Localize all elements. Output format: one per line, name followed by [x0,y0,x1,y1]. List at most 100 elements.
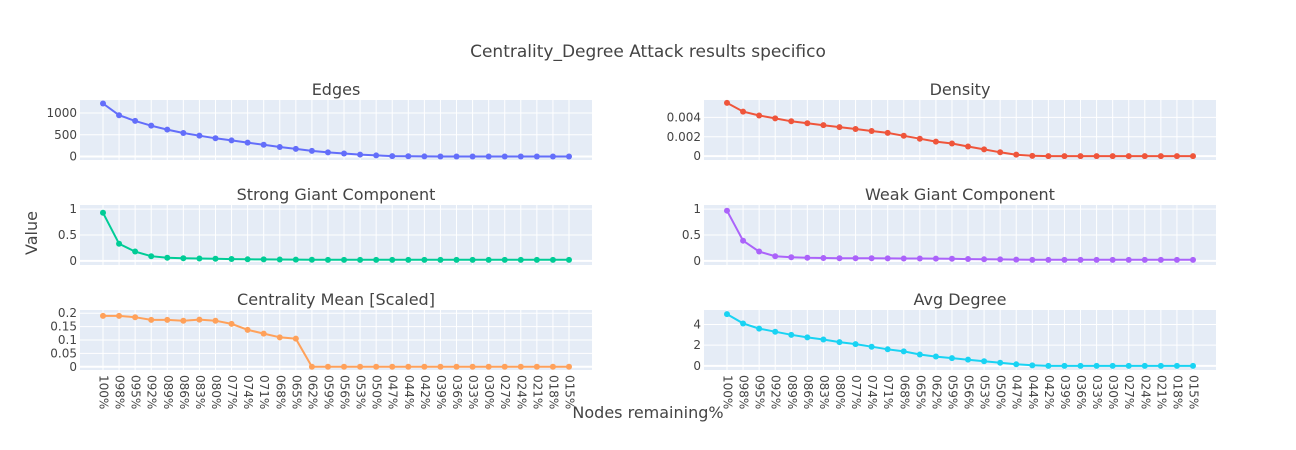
y-tick-label: 0.5 [682,228,701,242]
data-point [132,117,139,124]
y-tick-label: 2 [693,338,701,352]
x-tick-label: 095% [129,375,143,409]
data-point [916,255,923,262]
data-point [549,153,556,160]
data-point [549,363,556,370]
y-tick-label: 0 [693,359,701,373]
data-point [1173,153,1180,160]
x-tick-label: 098% [737,375,751,409]
data-point [212,255,219,262]
x-tick-label: 089% [161,375,175,409]
data-point [437,363,444,370]
data-point [981,256,988,263]
data-point [884,255,891,262]
data-point [324,149,331,156]
data-point [740,108,747,115]
y-tick-label: 1000 [46,106,77,120]
data-point [212,317,219,324]
data-point [1045,362,1052,369]
data-point [196,132,203,139]
x-tick-label: 080% [209,375,223,409]
data-point [549,256,556,263]
data-point [1109,153,1116,160]
x-tick-label: 036% [450,375,464,409]
x-tick-label: 059% [945,375,959,409]
data-point [292,145,299,152]
x-tick-label: 077% [849,375,863,409]
x-tick-label: 033% [1090,375,1104,409]
data-point [292,335,299,342]
y-tick-label: 0.5 [58,228,77,242]
data-point [324,256,331,263]
data-point [324,363,331,370]
x-tick-label: 018% [546,375,560,409]
data-point [485,256,492,263]
data-point [724,207,730,214]
x-tick-label: 100% [97,375,111,409]
data-point [244,326,251,333]
data-point [772,328,779,335]
data-point [916,135,923,142]
data-point [1061,153,1068,160]
data-point [1190,256,1196,263]
data-point [852,341,859,348]
y-tick-label: 1 [69,202,77,216]
y-tick-label: 0 [69,360,77,374]
subplot-1: 0 500 1000 Edges [46,80,592,164]
data-point [373,152,380,159]
data-point [228,320,235,327]
data-point [948,355,955,362]
data-point [389,153,396,160]
data-point [1077,256,1084,263]
x-tick-label: 030% [1106,375,1120,409]
data-point [453,153,460,160]
data-point [772,115,779,122]
data-point [421,363,428,370]
data-point [469,256,476,263]
data-point [1157,153,1164,160]
x-tick-label: 077% [225,375,239,409]
data-point [196,316,203,323]
data-point [421,153,428,160]
data-point [469,153,476,160]
x-tick-label: 065% [289,375,303,409]
x-tick-label: 059% [321,375,335,409]
x-tick-label: 068% [897,375,911,409]
x-tick-label: 021% [530,375,544,409]
x-tick-label: 044% [1026,375,1040,409]
data-point [740,237,747,244]
data-point [453,363,460,370]
data-point [501,363,508,370]
data-point [1109,256,1116,263]
data-point [820,255,827,262]
x-tick-label: 039% [1058,375,1072,409]
data-point [244,256,251,263]
data-point [804,254,811,261]
data-point [566,363,572,370]
data-point [1045,153,1052,160]
x-tick-label: 042% [1042,375,1056,409]
data-point [437,153,444,160]
y-tick-label: 0.004 [667,110,701,124]
x-tick-label: 086% [177,375,191,409]
data-point [485,153,492,160]
data-point [836,124,843,131]
data-point [981,146,988,153]
data-point [965,256,972,263]
y-tick-label: 4 [693,317,701,331]
x-tick-label: 044% [402,375,416,409]
data-point [196,255,203,262]
data-point [501,256,508,263]
x-tick-label: 098% [113,375,127,409]
y-tick-label: 0.15 [50,320,77,334]
data-point [1093,362,1100,369]
x-tick-label: 047% [1010,375,1024,409]
y-tick-label: 0.05 [50,346,77,360]
data-point [116,240,123,247]
subplot-title: Edges [312,80,361,99]
data-point [517,363,524,370]
data-point [373,363,380,370]
data-point [788,254,795,261]
data-point [405,363,412,370]
x-tick-label: 071% [257,375,271,409]
